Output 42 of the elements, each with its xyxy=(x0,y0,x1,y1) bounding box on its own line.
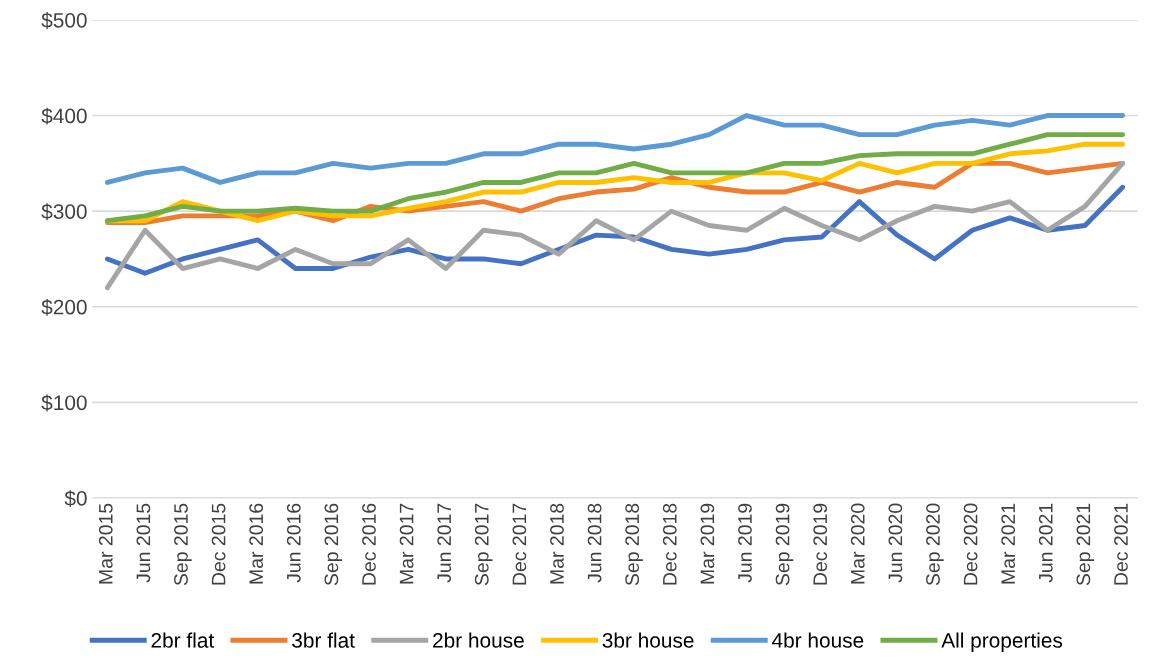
x-tick-label: Sep 2019 xyxy=(775,503,794,586)
x-tick-label: Dec 2015 xyxy=(211,503,226,585)
legend-label: 4br house xyxy=(771,632,864,648)
x-tick-label: Jun 2021 xyxy=(1038,503,1053,583)
x-tick-label: Dec 2021 xyxy=(1114,503,1128,585)
x-tick-label: Jun 2017 xyxy=(437,503,452,583)
x-tick-label: Dec 2017 xyxy=(512,503,527,585)
line-series xyxy=(105,160,1126,291)
x-tick-label: Sep 2021 xyxy=(1076,503,1095,586)
y-tick-label: $200 xyxy=(41,298,87,316)
line-series xyxy=(105,113,1126,185)
x-tick-label: Sep 2020 xyxy=(926,503,944,586)
y-tick-label: $500 xyxy=(41,12,87,29)
legend-label: 2br flat xyxy=(151,632,215,648)
x-tick-label: Mar 2021 xyxy=(1001,503,1016,584)
y-tick-label: $100 xyxy=(41,394,87,412)
x-tick-label: Dec 2018 xyxy=(662,503,677,585)
x-tick-label: Jun 2020 xyxy=(888,503,903,583)
x-tick-label: Sep 2015 xyxy=(174,503,192,586)
x-tick-label: Mar 2020 xyxy=(850,503,865,584)
x-tick-label: Sep 2018 xyxy=(625,503,643,586)
y-tick-label: $0 xyxy=(64,490,87,507)
x-tick-label: Sep 2017 xyxy=(474,503,493,586)
x-tick-label: Mar 2015 xyxy=(98,503,113,584)
y-tick-label: $300 xyxy=(41,203,87,221)
x-tick-label: Mar 2016 xyxy=(249,503,264,584)
legend-label: 2br house xyxy=(433,632,524,648)
x-tick-label: Sep 2016 xyxy=(324,503,343,586)
x-tick-label: Jun 2019 xyxy=(738,503,752,583)
x-tick-label: Mar 2019 xyxy=(700,503,715,584)
legend-label: All properties xyxy=(941,632,1063,652)
x-tick-label: Mar 2018 xyxy=(550,503,564,584)
x-tick-label: Dec 2016 xyxy=(362,503,376,585)
x-tick-label: Jun 2018 xyxy=(587,503,602,583)
x-tick-label: Dec 2020 xyxy=(963,503,978,585)
x-tick-label: Jun 2015 xyxy=(136,503,151,583)
x-tick-label: Mar 2017 xyxy=(399,503,414,584)
x-tick-label: Dec 2019 xyxy=(813,503,828,585)
legend-label: 3br house xyxy=(602,632,694,648)
x-tick-label: Jun 2016 xyxy=(286,503,301,583)
legend-label: 3br flat xyxy=(292,632,355,648)
y-tick-label: $400 xyxy=(41,107,87,125)
